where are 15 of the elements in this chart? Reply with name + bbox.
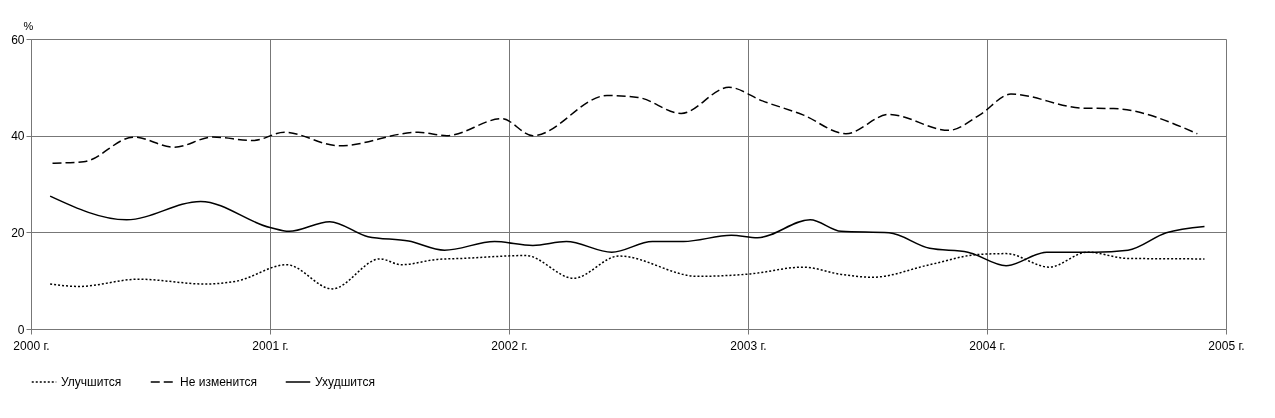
x-tick-label: 2005 г. — [1208, 338, 1245, 353]
legend-label: Ухудшится — [315, 375, 375, 389]
x-tick-label: 2003 г. — [730, 338, 767, 353]
x-tick-label: 2002 г. — [491, 338, 528, 353]
y-tick-label: 60 — [11, 32, 25, 47]
y-tick-label: 0 — [17, 322, 25, 337]
x-tick-label: 2004 г. — [969, 338, 1006, 353]
legend-label: Улучшится — [61, 375, 122, 389]
x-tick-label: 2000 г. — [13, 338, 50, 353]
y-tick-label: 20 — [11, 225, 25, 240]
legend-label: Не изменится — [180, 375, 257, 389]
line-series — [51, 86, 1199, 164]
y-axis-title: % — [23, 19, 34, 32]
y-tick-label: 40 — [11, 129, 25, 144]
x-tick-label: 2001 г. — [252, 338, 289, 353]
